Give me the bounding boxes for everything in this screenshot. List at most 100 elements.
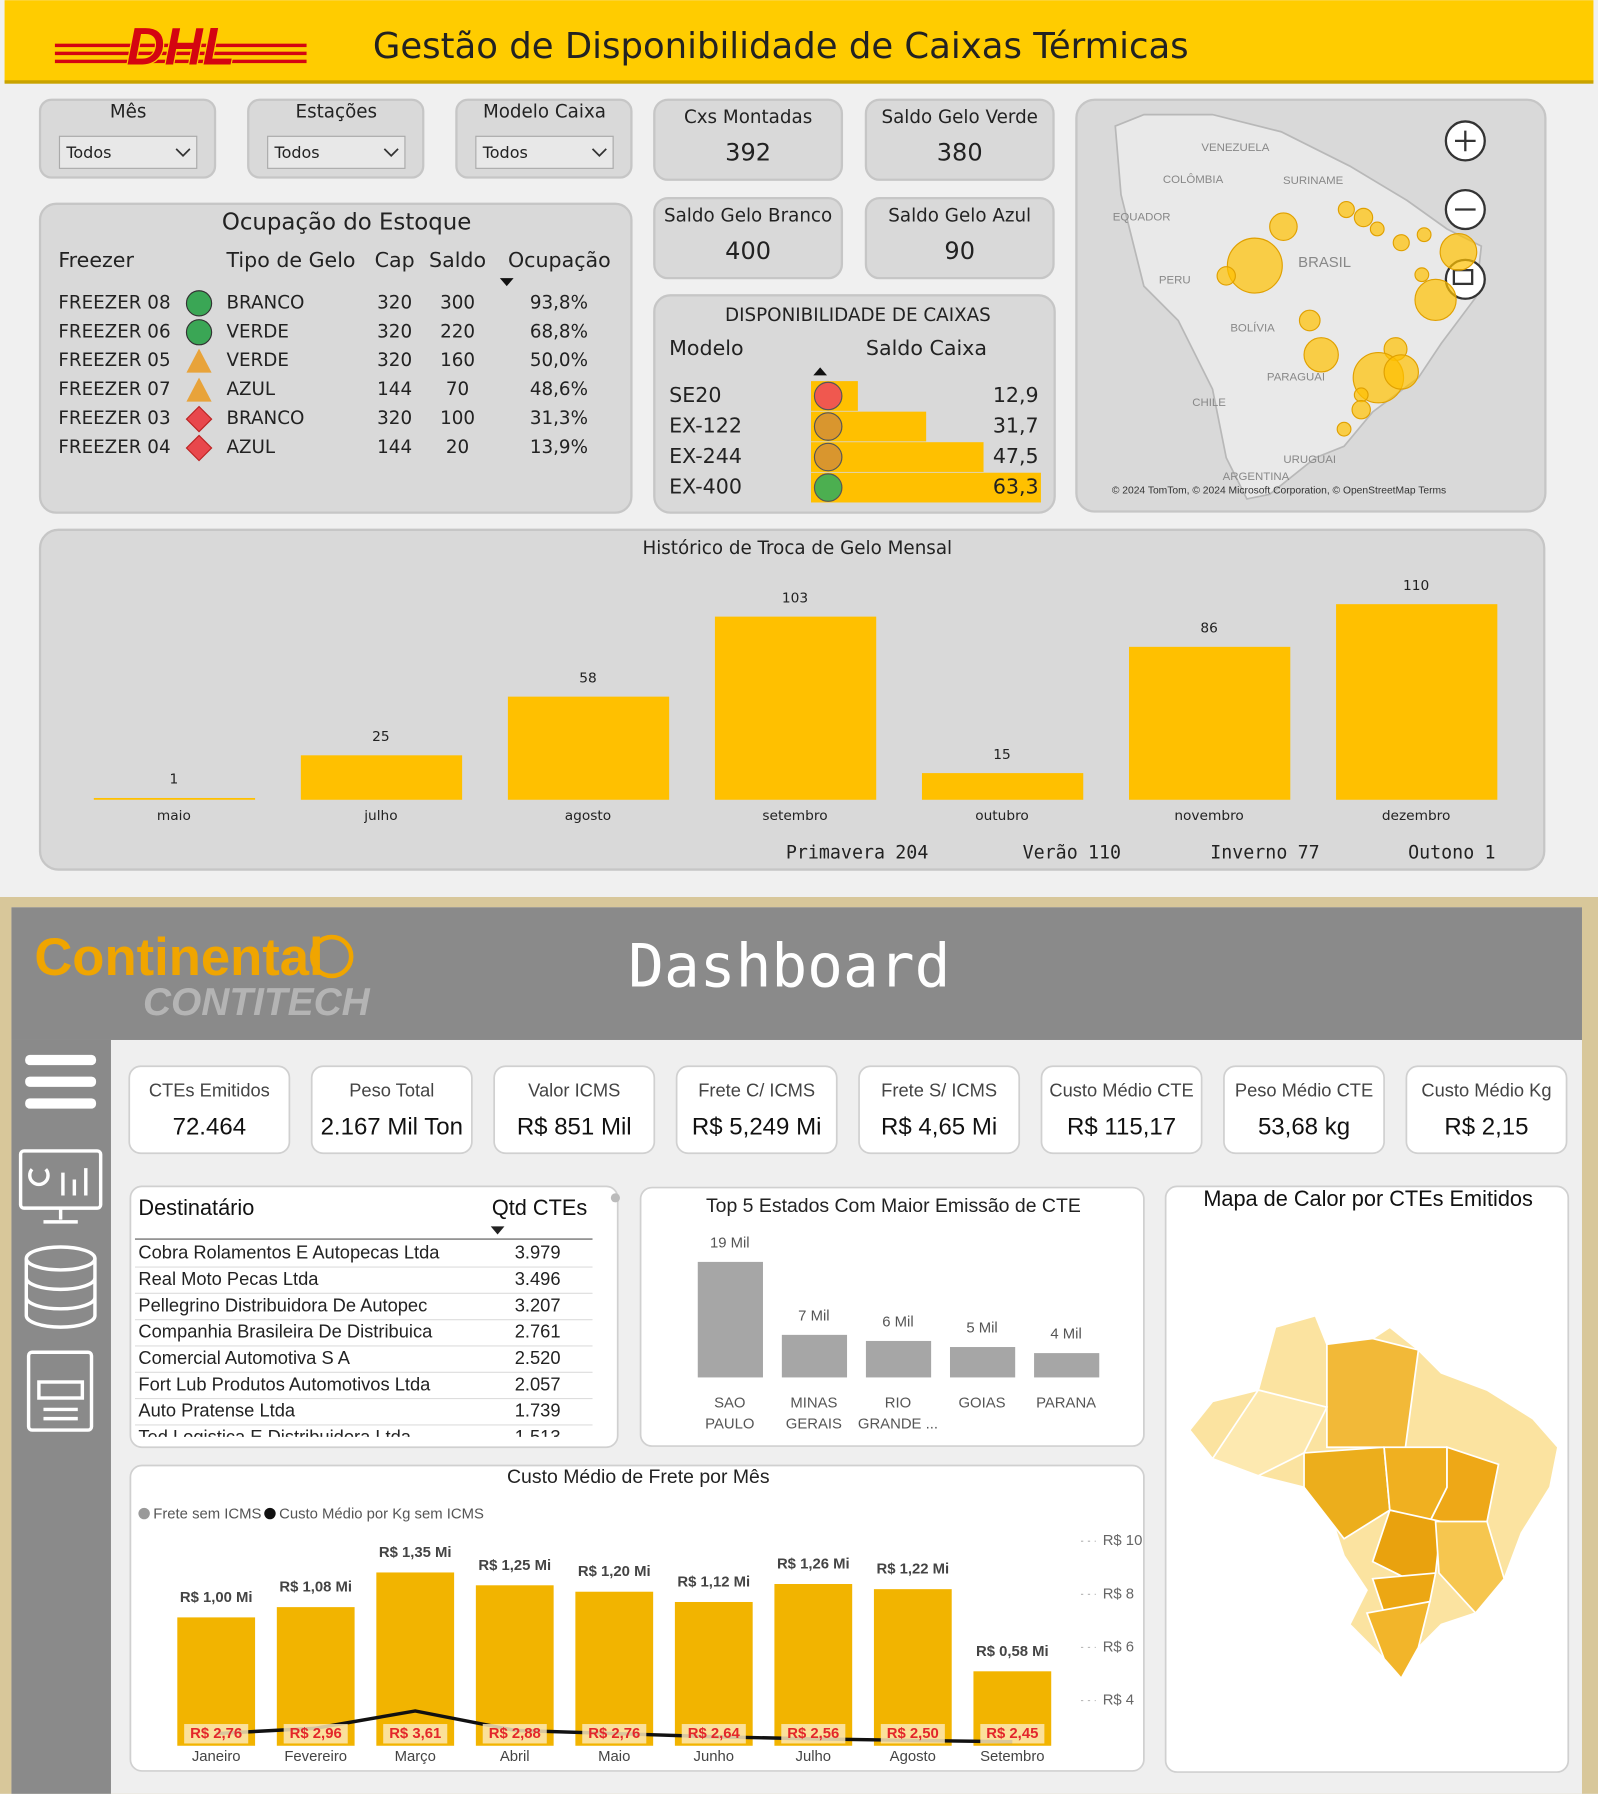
status-icon	[813, 442, 843, 472]
db-body	[24, 1258, 97, 1329]
kpi-label: Frete S/ ICMS	[881, 1079, 997, 1100]
ice-type: BRANCO	[226, 292, 304, 313]
dropdown-value: Todos	[482, 143, 528, 162]
x-tick-label: julho	[363, 808, 397, 824]
kpi-value: 380	[937, 138, 983, 166]
cte-count: 1.739	[515, 1400, 561, 1421]
label-box	[582, 1724, 647, 1744]
stock-title: Ocupação do Estoque	[222, 210, 472, 236]
status-icon	[813, 412, 843, 441]
freezer: FREEZER 03	[58, 408, 170, 429]
freezer: FREEZER 04	[58, 437, 170, 458]
bar	[714, 616, 877, 800]
data-label: 25	[372, 729, 389, 745]
column-header: Saldo Caixa	[866, 336, 987, 360]
recipient: Cobra Rolamentos E Autopecas Ltda	[138, 1242, 440, 1263]
logo-text: DHL	[127, 17, 235, 76]
bar	[674, 1601, 753, 1746]
y2-tick-label: R$ 10	[1103, 1533, 1143, 1549]
bar	[865, 1340, 932, 1378]
season-value: 77	[1298, 843, 1320, 864]
bar	[575, 1591, 654, 1746]
menu-bar	[25, 1098, 97, 1109]
capacity: 144	[377, 379, 412, 400]
menu-icon[interactable]	[25, 1054, 97, 1109]
label-box	[383, 1724, 448, 1744]
data-label: R$ 2,76	[588, 1726, 640, 1742]
dropdown[interactable]	[267, 135, 406, 169]
chevron	[591, 148, 607, 157]
kpi-card	[864, 98, 1055, 181]
label-box	[283, 1724, 348, 1744]
map-bubble	[1353, 207, 1374, 228]
season-name: Primavera	[786, 843, 885, 864]
database-icon[interactable]	[24, 1245, 97, 1329]
continental-header	[11, 907, 1582, 1040]
map-label: CHILE	[1192, 397, 1226, 409]
kpi-label: Saldo Gelo Verde	[881, 107, 1038, 128]
cte-count: 2.057	[515, 1373, 561, 1394]
dhl-title: Gestão de Disponibilidade de Caixas Térm…	[373, 26, 1189, 67]
doc-line	[43, 1407, 78, 1421]
dropdown-value: Todos	[274, 143, 320, 162]
season-value: 110	[1088, 843, 1121, 864]
logo-emblem	[309, 934, 354, 979]
zoom-in[interactable]	[1444, 120, 1486, 162]
history-title: Histórico de Troca de Gelo Mensal	[642, 538, 952, 559]
model: EX-400	[669, 475, 742, 499]
rules-icon[interactable]	[26, 1350, 94, 1432]
data-label: 7 Mil	[798, 1308, 829, 1324]
legend-marker	[264, 1507, 276, 1520]
zoom-out[interactable]	[1444, 188, 1486, 231]
kpi-card	[1405, 1065, 1568, 1155]
doc	[26, 1350, 94, 1432]
map-label: PERU	[1159, 274, 1191, 286]
stock-panel	[38, 202, 633, 514]
season-value: 204	[895, 843, 928, 864]
label-box	[681, 1724, 746, 1744]
logo-stripe	[54, 51, 307, 56]
x-tick-label: Maio	[598, 1749, 630, 1765]
state	[1303, 1446, 1391, 1540]
dropdown[interactable]	[475, 135, 614, 169]
x-tick-label: SAO PAULO	[705, 1396, 754, 1433]
season-name: Inverno	[1210, 843, 1287, 864]
data-label: R$ 1,00 Mi	[180, 1590, 253, 1606]
kpi-label: CTEs Emitidos	[149, 1079, 270, 1100]
kpi-card	[493, 1065, 656, 1155]
x-tick-label: Setembro	[980, 1749, 1044, 1765]
map-label: COLÔMBIA	[1163, 173, 1224, 186]
data-label: R$ 2,56	[787, 1726, 839, 1742]
data-label: R$ 1,25 Mi	[478, 1558, 551, 1574]
kpi-value: 392	[725, 138, 771, 166]
season-value: 1	[1485, 843, 1496, 864]
kpi-label: Cxs Montadas	[684, 107, 812, 128]
kpi-value: R$ 2,15	[1444, 1113, 1528, 1140]
balance: 220	[440, 321, 475, 342]
scrollbar[interactable]	[610, 1193, 620, 1203]
season: Primavera 204	[786, 843, 929, 864]
bar	[1034, 1353, 1100, 1378]
label-box	[781, 1724, 846, 1744]
kpi-value: R$ 851 Mil	[517, 1113, 632, 1140]
kpi-card	[858, 1065, 1021, 1155]
map-attribution: © 2024 TomTom, © 2024 Microsoft Corporat…	[1112, 486, 1446, 497]
sort-indicator	[813, 367, 828, 376]
report-icon[interactable]	[18, 1149, 103, 1224]
capacity: 320	[377, 350, 412, 371]
map-bubble	[1414, 278, 1457, 322]
occupancy: 93,8%	[530, 292, 588, 313]
recipient: Companhia Brasileira De Distribuica	[138, 1321, 433, 1342]
x-tick-label: Agosto	[890, 1749, 936, 1765]
dropdown[interactable]	[58, 135, 198, 169]
kpi-value: R$ 5,249 Mi	[692, 1113, 821, 1140]
model: SE20	[669, 383, 721, 407]
header-shadow	[4, 80, 1594, 84]
bar	[873, 1589, 952, 1746]
data-label: R$ 2,45	[986, 1726, 1038, 1742]
map-bubble	[1336, 421, 1352, 437]
cte-count: 2.520	[515, 1347, 561, 1368]
map-bubble	[1298, 309, 1321, 332]
map-land	[1114, 113, 1483, 500]
model: EX-244	[669, 444, 742, 468]
